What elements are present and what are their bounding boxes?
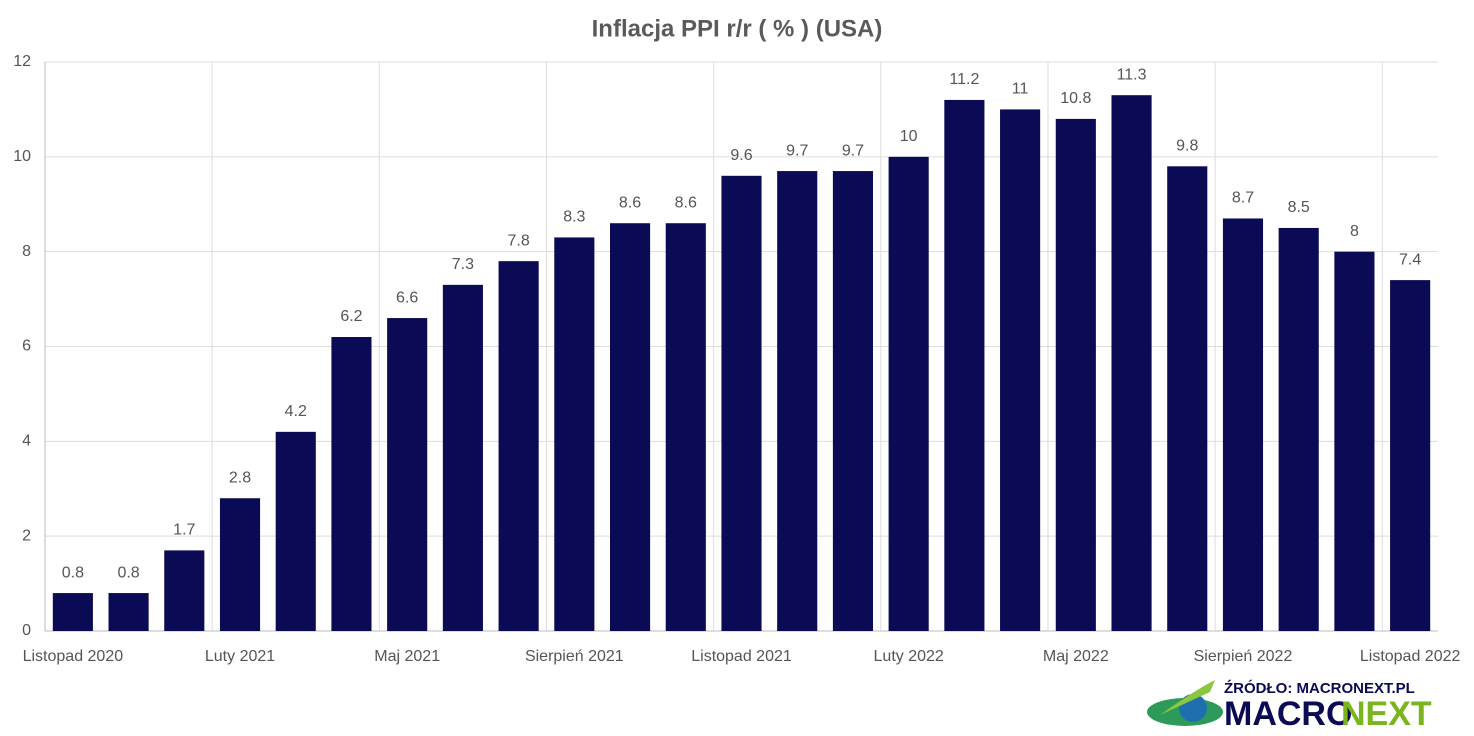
logo-text-next: NEXT bbox=[1341, 695, 1432, 733]
bar bbox=[832, 171, 873, 631]
data-label: 9.8 bbox=[1176, 138, 1198, 155]
bar bbox=[610, 223, 651, 631]
bar bbox=[52, 593, 93, 631]
bar bbox=[387, 318, 428, 631]
bar bbox=[777, 171, 818, 631]
data-label: 7.3 bbox=[452, 256, 474, 273]
bar bbox=[554, 237, 595, 632]
x-tick-label: Luty 2022 bbox=[874, 648, 944, 665]
y-tick-label: 0 bbox=[22, 622, 31, 639]
data-label: 8.5 bbox=[1288, 199, 1310, 216]
bar bbox=[498, 261, 539, 631]
data-label: 0.8 bbox=[62, 564, 84, 581]
data-label: 11 bbox=[1012, 81, 1029, 98]
data-label: 8.6 bbox=[619, 194, 641, 211]
logo: ŹRÓDŁO: MACRONEXT.PL MACRO NEXT bbox=[1147, 679, 1432, 733]
x-tick-label: Listopad 2022 bbox=[1360, 648, 1461, 665]
bar bbox=[219, 498, 261, 631]
bar bbox=[1390, 280, 1431, 631]
x-tick-label: Maj 2021 bbox=[374, 648, 440, 665]
data-label: 2.8 bbox=[229, 469, 251, 486]
source-label: ŹRÓDŁO: MACRONEXT.PL bbox=[1224, 679, 1415, 697]
data-label: 6.6 bbox=[396, 289, 418, 306]
data-label: 7.8 bbox=[507, 232, 529, 249]
x-tick-label: Luty 2021 bbox=[205, 648, 275, 665]
y-tick-label: 2 bbox=[22, 527, 31, 544]
data-label: 11.3 bbox=[1117, 66, 1147, 83]
bar bbox=[888, 156, 929, 632]
bar bbox=[1000, 109, 1041, 631]
bar bbox=[331, 337, 372, 631]
data-label: 8.3 bbox=[563, 209, 585, 226]
y-tick-label: 10 bbox=[13, 148, 31, 165]
data-label: 9.7 bbox=[786, 142, 808, 159]
data-label: 10 bbox=[900, 128, 918, 145]
bar bbox=[1222, 218, 1264, 631]
bar bbox=[108, 593, 149, 631]
bar bbox=[1055, 118, 1096, 631]
bar bbox=[1167, 166, 1208, 632]
data-label: 6.2 bbox=[340, 308, 362, 325]
data-label: 1.7 bbox=[173, 522, 195, 539]
chart-title: Inflacja PPI r/r ( % ) (USA) bbox=[592, 15, 883, 42]
y-tick-label: 12 bbox=[13, 53, 31, 70]
x-tick-label: Listopad 2021 bbox=[691, 648, 792, 665]
logo-arrow bbox=[1160, 680, 1215, 715]
x-tick-label: Maj 2022 bbox=[1043, 648, 1109, 665]
data-label: 11.2 bbox=[949, 71, 979, 88]
y-tick-label: 4 bbox=[22, 433, 31, 450]
bar bbox=[442, 284, 483, 631]
data-label: 8.7 bbox=[1232, 190, 1254, 207]
data-label: 9.7 bbox=[842, 142, 864, 159]
x-tick-label: Listopad 2020 bbox=[23, 648, 124, 665]
data-label: 9.6 bbox=[730, 147, 752, 164]
data-label: 0.8 bbox=[117, 564, 139, 581]
bar bbox=[944, 99, 985, 631]
data-label: 10.8 bbox=[1060, 90, 1091, 107]
data-label: 8.6 bbox=[675, 194, 697, 211]
data-label: 4.2 bbox=[285, 403, 307, 420]
x-tick-label: Sierpień 2021 bbox=[525, 648, 624, 665]
y-tick-label: 6 bbox=[22, 338, 31, 355]
bar bbox=[164, 550, 205, 631]
bar bbox=[1111, 95, 1152, 632]
bar bbox=[1278, 227, 1319, 632]
bar bbox=[721, 175, 762, 632]
logo-text-macro: MACRO bbox=[1224, 695, 1352, 733]
y-tick-label: 8 bbox=[22, 243, 31, 260]
bar bbox=[275, 431, 316, 631]
bar bbox=[1334, 251, 1375, 631]
x-tick-label: Sierpień 2022 bbox=[1194, 648, 1293, 665]
data-label: 7.4 bbox=[1399, 251, 1421, 268]
data-label: 8 bbox=[1350, 223, 1359, 240]
bar bbox=[665, 223, 706, 631]
